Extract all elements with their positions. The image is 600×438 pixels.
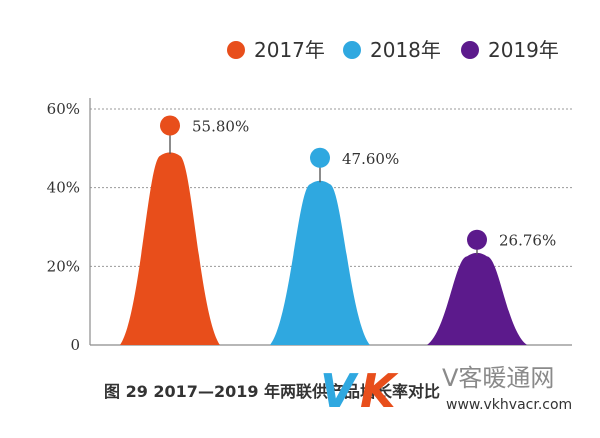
value-marker-3 — [467, 229, 487, 250]
legend-swatch-3 — [461, 41, 479, 59]
legend-swatch-2 — [343, 41, 361, 59]
value-marker-1 — [160, 115, 180, 136]
peak-shape-2 — [270, 180, 370, 345]
y-tick-label: 60% — [47, 100, 80, 118]
legend-label-3: 2019年 — [488, 38, 559, 62]
y-tick-label: 0 — [70, 336, 80, 354]
figure-caption: 图 29 2017—2019 年两联供产品增长率对比 — [104, 382, 440, 401]
legend: 2017年 2018年 2019年 — [227, 38, 559, 62]
legend-label-2: 2018年 — [370, 38, 441, 62]
value-marker-2 — [310, 147, 330, 168]
watermark-site-name: V客暖通网 — [442, 364, 554, 392]
plot-area: 55.80% 47.60% 26.76% — [120, 115, 556, 345]
watermark-url: www.vkhvacr.com — [446, 397, 572, 413]
watermark-letter-k: K — [360, 364, 399, 418]
data-label-1: 55.80% — [192, 118, 249, 136]
watermark-letter-v: V — [320, 364, 359, 418]
peak-shape-1 — [120, 152, 220, 345]
y-tick-label: 40% — [47, 179, 80, 197]
watermark-logo: V K V客暖通网 www.vkhvacr.com — [320, 364, 572, 418]
legend-label-1: 2017年 — [254, 38, 325, 62]
peak-shape-3 — [427, 252, 527, 345]
data-label-3: 26.76% — [499, 232, 556, 250]
legend-swatch-1 — [227, 41, 245, 59]
y-tick-label: 20% — [47, 257, 80, 275]
data-label-2: 47.60% — [342, 150, 399, 168]
